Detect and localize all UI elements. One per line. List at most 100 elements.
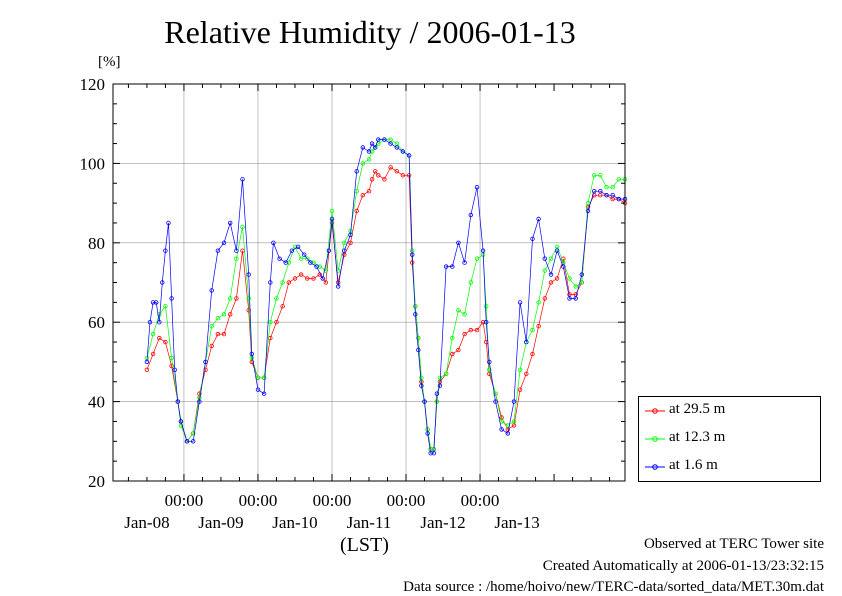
data-point bbox=[240, 177, 245, 182]
x-tick-label-date: Jan-09 bbox=[198, 513, 243, 532]
data-point bbox=[311, 276, 316, 281]
data-point bbox=[323, 268, 328, 273]
data-point bbox=[493, 399, 498, 404]
data-point bbox=[268, 280, 273, 285]
x-tick-label-time: 00:00 bbox=[313, 491, 352, 510]
data-point bbox=[592, 173, 597, 178]
data-point bbox=[524, 371, 529, 376]
data-point bbox=[388, 141, 393, 146]
data-point bbox=[169, 363, 174, 369]
data-point bbox=[517, 367, 523, 372]
data-point bbox=[144, 359, 150, 365]
data-point bbox=[524, 339, 529, 345]
data-point bbox=[274, 296, 279, 301]
data-point bbox=[209, 288, 214, 293]
data-point bbox=[468, 212, 473, 218]
data-point bbox=[382, 137, 387, 142]
data-point bbox=[348, 240, 353, 245]
data-point bbox=[329, 208, 335, 214]
data-point bbox=[277, 256, 282, 261]
data-point bbox=[511, 419, 517, 424]
data-point bbox=[221, 240, 227, 245]
data-point bbox=[462, 312, 467, 317]
data-point bbox=[610, 184, 615, 190]
data-point bbox=[450, 351, 455, 357]
data-point bbox=[456, 347, 461, 353]
data-point bbox=[348, 232, 353, 238]
data-point bbox=[157, 335, 162, 341]
data-point bbox=[428, 451, 433, 456]
data-point bbox=[604, 192, 609, 198]
data-point bbox=[585, 200, 591, 206]
data-point bbox=[517, 300, 523, 305]
data-point bbox=[542, 296, 547, 301]
footer-observed: Observed at TERC Tower site bbox=[643, 536, 824, 552]
data-point bbox=[487, 367, 492, 372]
data-point bbox=[443, 371, 449, 376]
data-point bbox=[542, 256, 547, 261]
data-point bbox=[326, 248, 332, 253]
data-point bbox=[160, 280, 165, 285]
data-point bbox=[542, 268, 547, 273]
data-point bbox=[360, 192, 365, 198]
data-point bbox=[410, 252, 415, 257]
data-point bbox=[261, 391, 267, 396]
data-point bbox=[280, 280, 285, 285]
series-0 bbox=[144, 165, 628, 452]
data-point bbox=[400, 173, 406, 178]
data-point bbox=[474, 327, 480, 333]
data-point bbox=[366, 157, 372, 162]
data-point bbox=[271, 240, 276, 245]
data-point bbox=[388, 165, 393, 170]
data-point bbox=[305, 256, 310, 261]
data-point bbox=[462, 331, 467, 337]
data-point bbox=[592, 188, 597, 194]
data-point bbox=[144, 367, 150, 372]
data-point bbox=[150, 300, 156, 305]
data-point bbox=[416, 347, 421, 353]
data-point bbox=[616, 177, 621, 182]
data-point bbox=[480, 320, 486, 325]
data-point bbox=[413, 312, 418, 317]
grid bbox=[113, 84, 625, 481]
series-1 bbox=[144, 137, 628, 452]
data-point bbox=[249, 359, 254, 365]
data-point bbox=[295, 244, 301, 249]
data-point bbox=[274, 320, 279, 325]
data-point bbox=[317, 264, 322, 269]
data-point bbox=[493, 391, 498, 396]
data-point bbox=[178, 423, 184, 428]
data-point bbox=[419, 383, 424, 388]
data-point bbox=[289, 248, 295, 253]
series-layer bbox=[144, 137, 628, 456]
data-point bbox=[209, 324, 214, 329]
data-point bbox=[280, 304, 285, 309]
data-point bbox=[163, 339, 168, 345]
legend-label: at 29.5 m bbox=[669, 401, 726, 417]
data-point bbox=[298, 256, 304, 261]
data-point bbox=[360, 145, 365, 150]
data-point bbox=[406, 173, 412, 178]
series-2 bbox=[144, 137, 628, 456]
data-point bbox=[598, 188, 603, 194]
data-point bbox=[298, 272, 304, 277]
data-point bbox=[249, 351, 254, 357]
data-point bbox=[450, 264, 455, 269]
x-tick-label-date: Jan-10 bbox=[272, 513, 317, 532]
y-tick-label: 100 bbox=[80, 154, 106, 173]
x-tick-label-date: Jan-12 bbox=[420, 513, 465, 532]
data-point bbox=[336, 284, 341, 289]
data-point bbox=[530, 236, 535, 241]
axis-ticks: 20 40 60 80 100 120 00:00 00:00 00:00 00:00 00:00 J… bbox=[80, 75, 625, 532]
y-tick-label: 60 bbox=[88, 313, 105, 332]
data-point bbox=[366, 149, 372, 154]
data-point bbox=[474, 184, 480, 190]
x-axis-label: (LST) bbox=[340, 534, 389, 556]
data-point bbox=[579, 272, 584, 277]
data-point bbox=[354, 208, 359, 214]
data-point bbox=[342, 240, 347, 245]
legend-label: at 1.6 m bbox=[669, 457, 718, 473]
data-point bbox=[240, 224, 245, 230]
data-point bbox=[184, 439, 190, 444]
